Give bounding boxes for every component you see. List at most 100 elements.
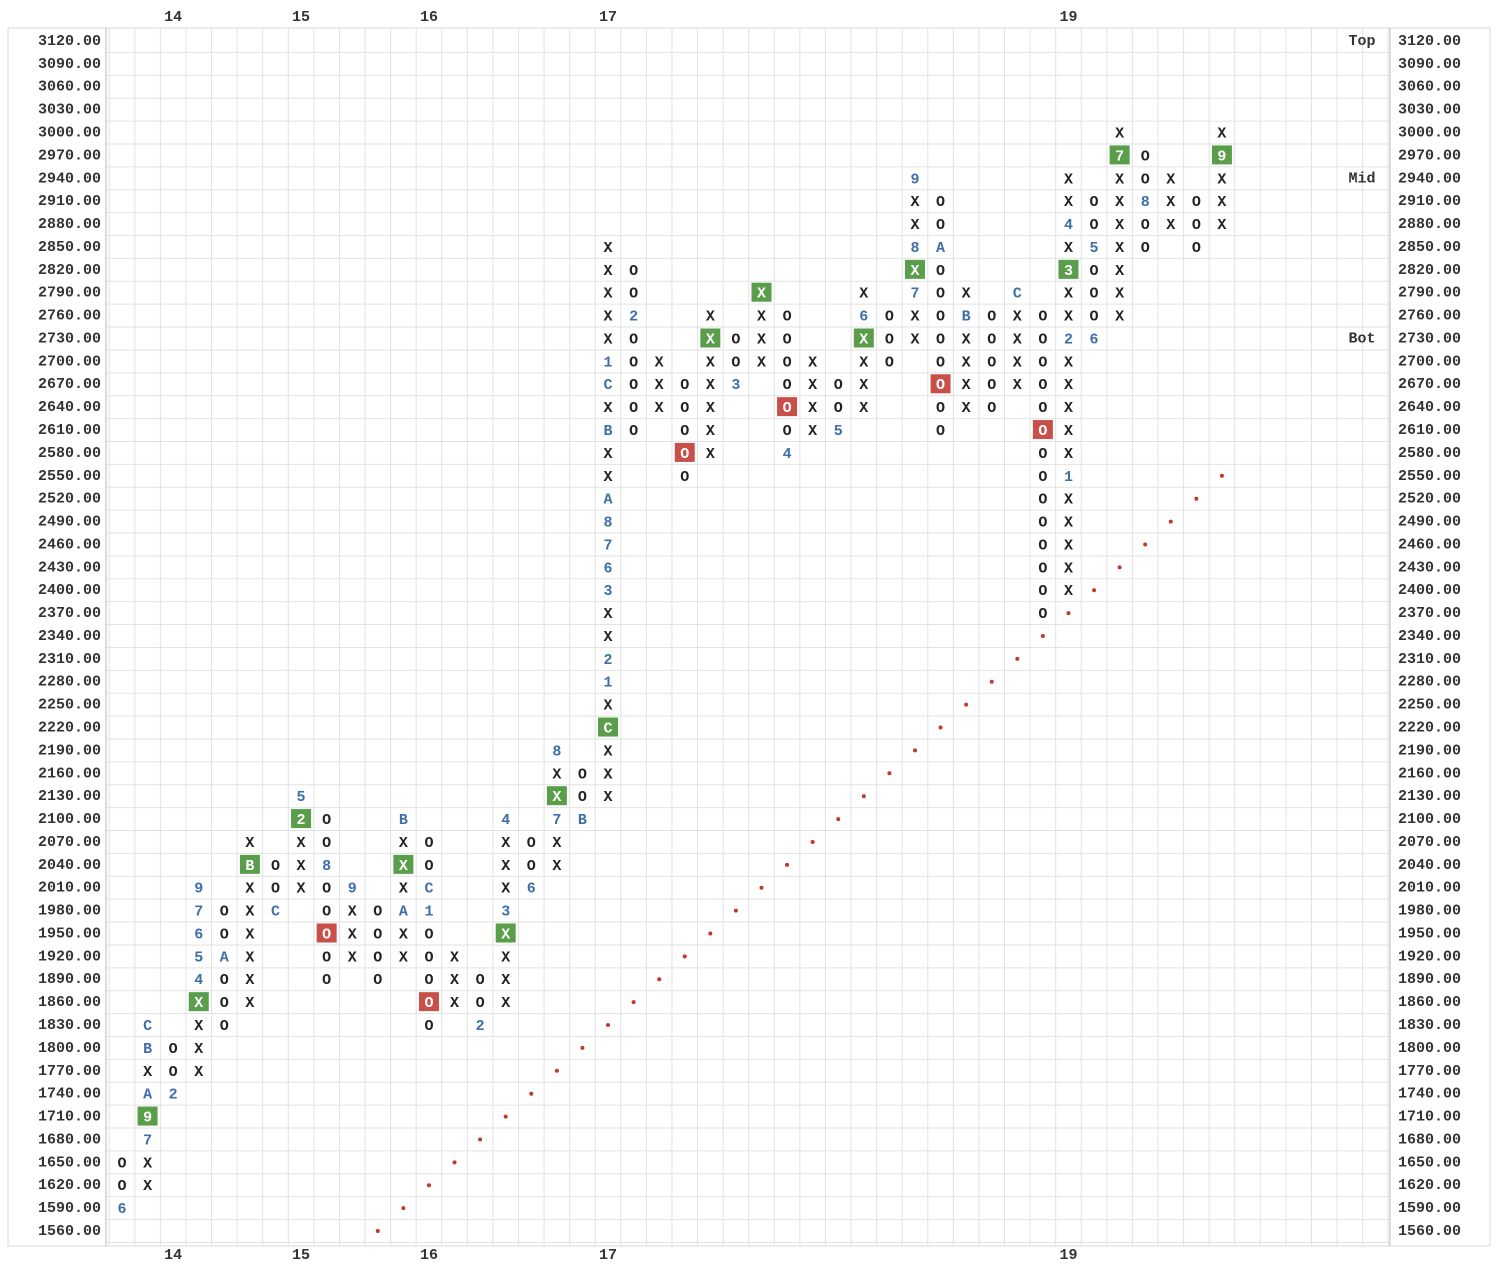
column: BOO (578, 766, 587, 829)
y-tick-label-right: 2100.00 (1398, 811, 1461, 828)
month-label: A (143, 1087, 152, 1104)
box-symbol: O (885, 354, 894, 371)
year-label-bottom: 16 (420, 1247, 438, 1264)
y-tick-label-left: 1680.00 (38, 1131, 101, 1148)
month-label: 6 (859, 309, 868, 326)
year-label-top: 14 (164, 9, 182, 26)
y-tick-label-right: 1710.00 (1398, 1109, 1461, 1126)
box-symbol: O (783, 354, 792, 371)
highlight-box (1211, 145, 1232, 165)
column: OOO (885, 309, 894, 372)
box-symbol: X (1115, 126, 1124, 143)
box-symbol: X (604, 263, 613, 280)
box-symbol: X (1064, 309, 1073, 326)
box-symbol: X (552, 789, 561, 806)
box-symbol: O (987, 377, 996, 394)
box-symbol: X (1217, 126, 1226, 143)
box-symbol: O (936, 263, 945, 280)
box-symbol: O (987, 331, 996, 348)
box-symbol: X (604, 606, 613, 623)
y-tick-label-left: 2700.00 (38, 353, 101, 370)
column: XXX (1166, 171, 1175, 234)
month-label: 1 (604, 675, 613, 692)
box-symbol: O (680, 377, 689, 394)
box-symbol: O (220, 972, 229, 989)
month-label: C (424, 881, 433, 898)
box-symbol: O (373, 904, 382, 921)
box-symbol: O (322, 972, 331, 989)
box-symbol: X (501, 835, 510, 852)
box-symbol: X (501, 995, 510, 1012)
y-tick-label-left: 2040.00 (38, 857, 101, 874)
month-label: 5 (1090, 240, 1099, 257)
highlight-box (674, 442, 695, 462)
box-symbol: O (1090, 217, 1099, 234)
box-symbol: X (143, 1155, 152, 1172)
box-symbol: X (757, 354, 766, 371)
box-symbol: O (834, 377, 843, 394)
y-tick-label-left: 2790.00 (38, 285, 101, 302)
y-tick-label-right: 2250.00 (1398, 697, 1461, 714)
box-symbol: X (604, 698, 613, 715)
highlight-box (291, 809, 312, 829)
year-label-top: 17 (599, 9, 617, 26)
month-label: C (604, 721, 613, 738)
box-symbol: O (1141, 240, 1150, 257)
y-tick-label-right: 2670.00 (1398, 376, 1461, 393)
highlight-box (316, 923, 337, 943)
box-symbol: O (936, 354, 945, 371)
year-label-bottom: 14 (164, 1247, 182, 1264)
box-symbol: O (1192, 217, 1201, 234)
highlight-box (904, 259, 925, 279)
highlight-box (1109, 145, 1130, 165)
box-symbol: X (399, 835, 408, 852)
box-symbol: X (808, 377, 817, 394)
box-symbol: X (1166, 194, 1175, 211)
box-symbol: O (527, 835, 536, 852)
box-symbol: O (322, 881, 331, 898)
box-symbol: X (1115, 171, 1124, 188)
y-tick-label-left: 2670.00 (38, 376, 101, 393)
box-symbol: O (987, 400, 996, 417)
box-symbol: O (1038, 377, 1047, 394)
month-label: B (962, 309, 971, 326)
box-symbol: O (424, 949, 433, 966)
box-symbol: O (322, 835, 331, 852)
box-symbol: X (348, 904, 357, 921)
y-tick-label-right: 2910.00 (1398, 193, 1461, 210)
box-symbol: O (1038, 515, 1047, 532)
box-symbol: O (783, 309, 792, 326)
box-symbol: O (322, 812, 331, 829)
y-tick-label-left: 2280.00 (38, 674, 101, 691)
y-tick-label-left: 1950.00 (38, 925, 101, 942)
month-label: 3 (501, 904, 510, 921)
box-symbol: X (910, 263, 919, 280)
month-label: 7 (910, 286, 919, 303)
box-symbol: X (706, 331, 715, 348)
month-label: 4 (194, 972, 203, 989)
y-tick-label-left: 1620.00 (38, 1177, 101, 1194)
month-label: 6 (527, 881, 536, 898)
box-symbol: X (399, 926, 408, 943)
month-label: 3 (731, 377, 740, 394)
box-symbol: O (629, 423, 638, 440)
month-label: 5 (194, 949, 203, 966)
box-symbol: O (629, 286, 638, 303)
box-symbol: X (1013, 354, 1022, 371)
box-symbol: O (1038, 583, 1047, 600)
box-symbol: X (604, 469, 613, 486)
month-label: 2 (297, 812, 306, 829)
y-tick-label-right: 1620.00 (1398, 1177, 1461, 1194)
box-symbol: O (476, 995, 485, 1012)
column: 6 OO (117, 1155, 126, 1218)
box-symbol: X (1064, 583, 1073, 600)
